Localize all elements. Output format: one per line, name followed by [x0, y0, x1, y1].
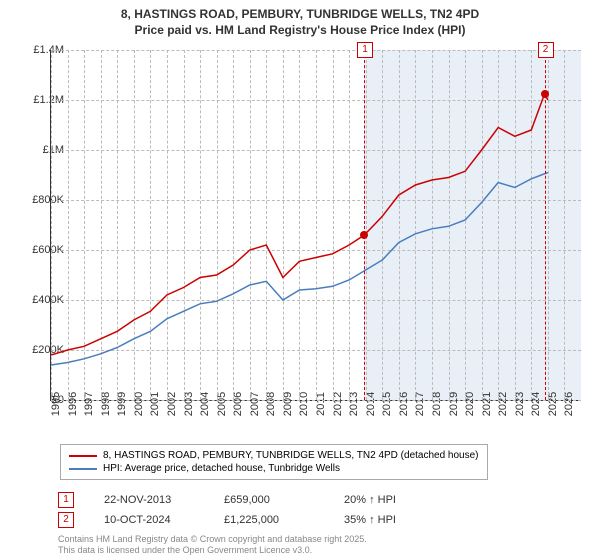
legend-swatch-property	[69, 455, 97, 457]
date-cell: 10-OCT-2024	[104, 514, 194, 526]
legend-swatch-hpi	[69, 468, 97, 470]
legend-item-property: 8, HASTINGS ROAD, PEMBURY, TUNBRIDGE WEL…	[69, 449, 479, 462]
marker-guideline-1	[364, 50, 365, 400]
data-table: 1 22-NOV-2013 £659,000 20% ↑ HPI 2 10-OC…	[58, 490, 396, 530]
table-row: 1 22-NOV-2013 £659,000 20% ↑ HPI	[58, 490, 396, 510]
marker-ref-1: 1	[58, 492, 74, 508]
marker-point-2	[541, 90, 549, 98]
chart-container: 8, HASTINGS ROAD, PEMBURY, TUNBRIDGE WEL…	[0, 0, 600, 560]
plot-area: 12	[50, 50, 581, 401]
footer-line2: This data is licensed under the Open Gov…	[58, 545, 367, 556]
series-line-hpi	[51, 173, 548, 366]
legend-label-property: 8, HASTINGS ROAD, PEMBURY, TUNBRIDGE WEL…	[103, 450, 479, 461]
marker-label-1: 1	[357, 42, 373, 58]
title-line2: Price paid vs. HM Land Registry's House …	[0, 22, 600, 38]
table-row: 2 10-OCT-2024 £1,225,000 35% ↑ HPI	[58, 510, 396, 530]
series-line-property_price	[51, 94, 548, 355]
pct-cell: 35% ↑ HPI	[344, 514, 396, 526]
marker-guideline-2	[545, 50, 546, 400]
legend-label-hpi: HPI: Average price, detached house, Tunb…	[103, 463, 340, 474]
title-line1: 8, HASTINGS ROAD, PEMBURY, TUNBRIDGE WEL…	[0, 6, 600, 22]
pct-cell: 20% ↑ HPI	[344, 494, 396, 506]
price-cell: £659,000	[224, 494, 314, 506]
marker-point-1	[360, 231, 368, 239]
footer-line1: Contains HM Land Registry data © Crown c…	[58, 534, 367, 545]
price-cell: £1,225,000	[224, 514, 314, 526]
chart-title: 8, HASTINGS ROAD, PEMBURY, TUNBRIDGE WEL…	[0, 0, 600, 38]
chart-lines	[51, 50, 581, 400]
marker-label-2: 2	[538, 42, 554, 58]
legend: 8, HASTINGS ROAD, PEMBURY, TUNBRIDGE WEL…	[60, 444, 488, 480]
marker-ref-2: 2	[58, 512, 74, 528]
footer-text: Contains HM Land Registry data © Crown c…	[58, 534, 367, 556]
date-cell: 22-NOV-2013	[104, 494, 194, 506]
legend-item-hpi: HPI: Average price, detached house, Tunb…	[69, 462, 479, 475]
